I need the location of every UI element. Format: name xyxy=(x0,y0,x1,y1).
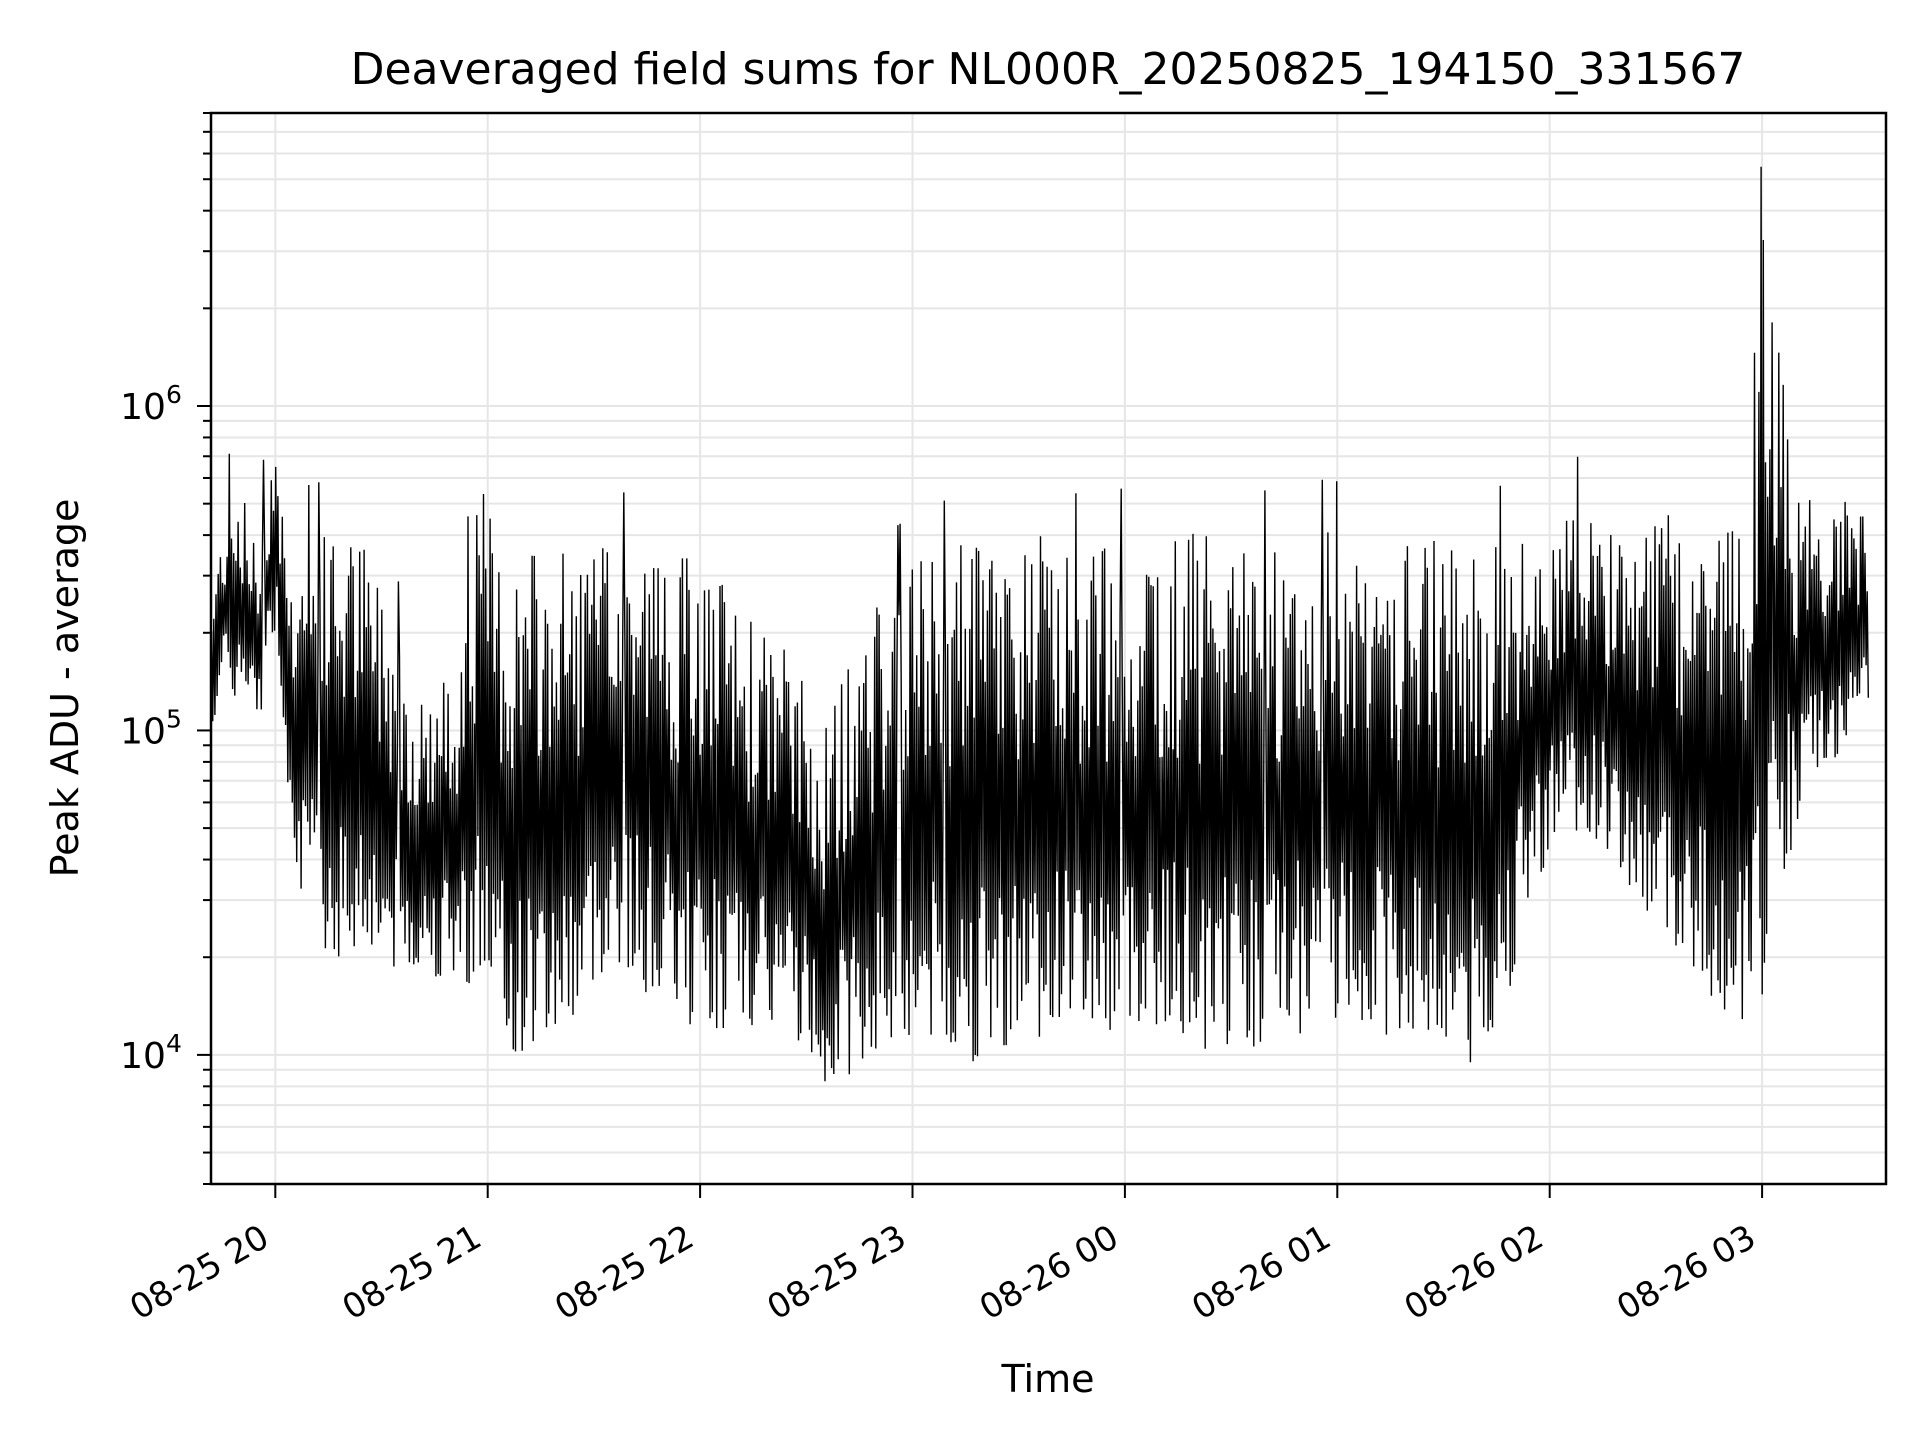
series-line xyxy=(210,166,1870,1082)
y-tick-label: 106 xyxy=(120,380,182,428)
y-tick-label: 104 xyxy=(120,1029,182,1077)
plot-frame xyxy=(209,111,1888,1186)
y-tick-label: 105 xyxy=(120,704,182,752)
y-axis-label: Peak ADU - average xyxy=(43,499,87,878)
chart-title: Deaveraged field sums for NL000R_2025082… xyxy=(351,44,1746,95)
data-series xyxy=(210,166,1870,1082)
x-axis-label: Time xyxy=(1001,1357,1095,1401)
